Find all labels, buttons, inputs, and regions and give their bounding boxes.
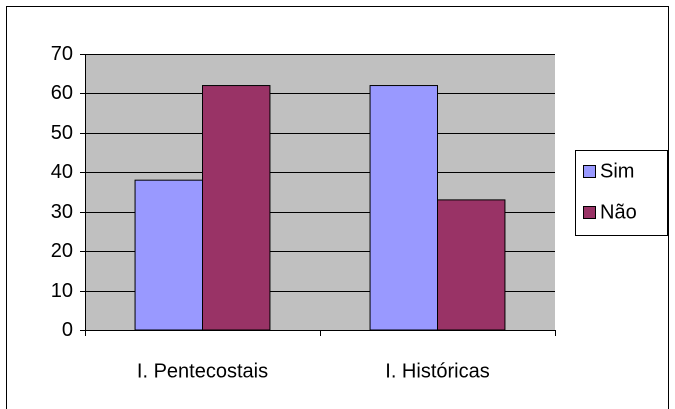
chart-border — [6, 6, 669, 409]
bar — [202, 85, 271, 331]
bar — [369, 85, 438, 331]
legend-box — [575, 150, 668, 236]
y-tick-label: 40 — [51, 161, 73, 183]
legend-swatch — [583, 206, 596, 219]
y-tick-label: 20 — [51, 240, 73, 262]
bar — [437, 199, 506, 331]
legend-label: Sim — [600, 160, 634, 182]
y-tick-label: 10 — [51, 280, 73, 302]
bar — [134, 179, 203, 331]
legend-label: Não — [600, 201, 637, 223]
x-tick-label: I. Históricas — [385, 360, 489, 382]
y-tick-label: 60 — [51, 82, 73, 104]
y-tick-label: 50 — [51, 122, 73, 144]
y-tick-label: 70 — [51, 43, 73, 65]
x-tick-label: I. Pentecostais — [137, 360, 268, 382]
y-tick-label: 0 — [62, 319, 73, 341]
legend-swatch — [583, 165, 596, 178]
y-tick-label: 30 — [51, 201, 73, 223]
